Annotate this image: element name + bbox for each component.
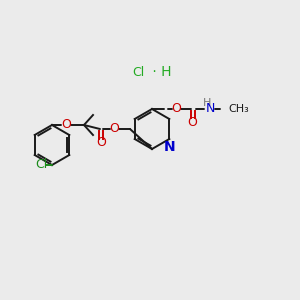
- Text: Cl: Cl: [132, 65, 144, 79]
- Text: O: O: [96, 136, 106, 149]
- Text: O: O: [61, 118, 71, 131]
- Text: N: N: [164, 140, 175, 154]
- Text: · H: · H: [148, 65, 172, 79]
- Text: O: O: [109, 122, 119, 136]
- Text: O: O: [171, 103, 181, 116]
- Text: CH₃: CH₃: [228, 104, 249, 114]
- Text: H: H: [203, 98, 211, 108]
- Text: Cl: Cl: [35, 158, 47, 172]
- Text: N: N: [205, 103, 215, 116]
- Text: O: O: [187, 116, 197, 128]
